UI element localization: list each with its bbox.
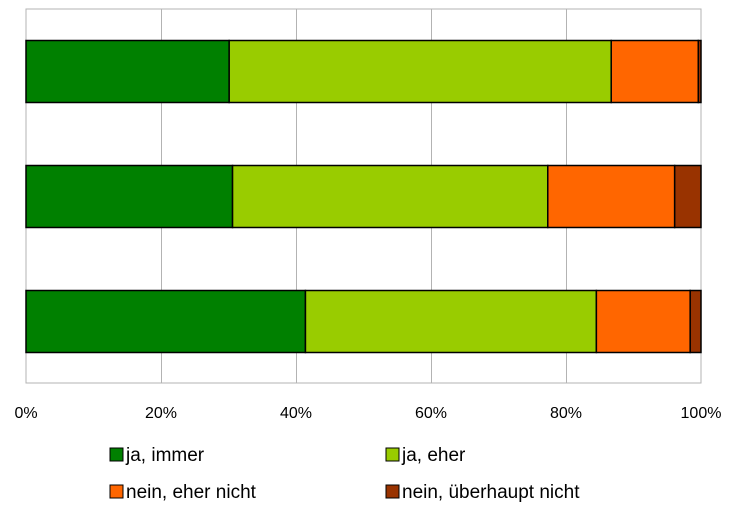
x-tick-label: 100%	[681, 405, 722, 422]
x-tick-label: 0%	[14, 405, 37, 422]
legend-label: nein, eher nicht	[126, 482, 257, 503]
x-tick-label: 60%	[415, 405, 447, 422]
bar-segment-1-1	[25, 39, 230, 104]
bar-segment-1-3	[610, 39, 700, 104]
legend-label: nein, überhaupt nicht	[402, 482, 580, 503]
x-tick-label: 80%	[550, 405, 582, 422]
bars	[25, 39, 702, 354]
bar-segment-3-3	[595, 289, 691, 354]
legend-label: ja, eher	[401, 445, 466, 466]
legend: ja, immer ja, eher nein, eher nicht nein, ü…	[109, 445, 580, 503]
bar-segment-2-3	[547, 164, 676, 229]
bar-segment-1-4	[697, 39, 702, 104]
legend-swatch	[385, 447, 400, 462]
legend-swatch	[109, 484, 124, 499]
bar-segment-1-2	[228, 39, 612, 104]
bar-segment-2-1	[25, 164, 234, 229]
bar-segment-2-2	[231, 164, 549, 229]
bar-segment-3-4	[689, 289, 702, 354]
bar-segment-3-1	[25, 289, 307, 354]
legend-label: ja, immer	[125, 445, 205, 466]
bar-segment-2-4	[673, 164, 702, 229]
bar-segment-3-2	[304, 289, 598, 354]
x-tick-label: 40%	[280, 405, 312, 422]
x-tick-label: 20%	[145, 405, 177, 422]
legend-swatch	[385, 484, 400, 499]
x-axis-ticks: 0% 20% 40% 60% 80% 100%	[14, 405, 721, 422]
legend-swatch	[109, 447, 124, 462]
